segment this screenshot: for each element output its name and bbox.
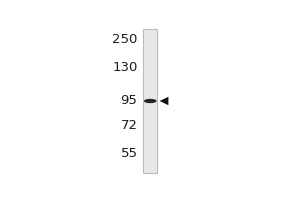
Ellipse shape [144, 99, 157, 103]
Text: 250: 250 [112, 33, 137, 46]
Text: 72: 72 [121, 119, 137, 132]
Polygon shape [160, 97, 168, 105]
Bar [143, 29, 157, 173]
Text: 95: 95 [121, 95, 137, 108]
Text: 55: 55 [121, 147, 137, 160]
Text: 130: 130 [112, 61, 137, 74]
